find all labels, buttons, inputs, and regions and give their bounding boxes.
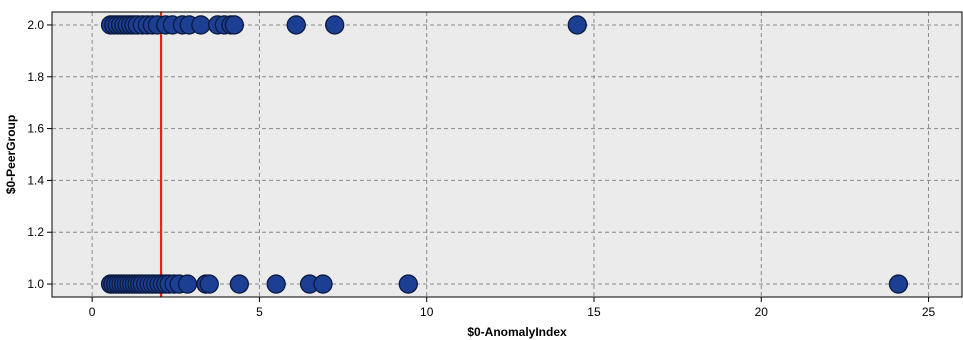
data-point — [286, 15, 306, 35]
data-point — [224, 15, 244, 35]
data-point — [199, 274, 219, 294]
data-point — [229, 274, 250, 294]
y-tick-label: 2.0 — [27, 18, 44, 32]
data-point — [177, 274, 198, 294]
data-point — [398, 274, 418, 294]
y-tick-label: 1.4 — [27, 173, 44, 187]
y-tick-label: 1.2 — [27, 225, 44, 239]
x-tick-label: 0 — [89, 305, 96, 319]
x-tick-label: 15 — [587, 305, 601, 319]
plot-area — [52, 12, 962, 297]
y-tick-label: 1.6 — [27, 122, 44, 136]
x-axis-title: $0-AnomalyIndex — [467, 325, 567, 339]
data-point — [191, 15, 211, 35]
data-point — [313, 274, 333, 294]
x-tick-label: 10 — [420, 305, 434, 319]
data-point — [888, 274, 909, 294]
gridlines — [52, 12, 962, 297]
y-tick-label: 1.0 — [27, 277, 44, 291]
x-tick-label: 5 — [256, 305, 263, 319]
y-axis-ticks: 1.0 1.2 1.4 1.6 1.8 2.0 — [27, 18, 52, 291]
y-tick-label: 1.8 — [27, 70, 44, 84]
data-point — [266, 274, 286, 294]
data-point — [325, 15, 345, 35]
y-axis-title: $0-PeerGroup — [4, 115, 18, 194]
plot-frame — [51, 11, 963, 298]
x-tick-label: 20 — [755, 305, 769, 319]
x-tick-label: 25 — [922, 305, 936, 319]
data-points — [100, 15, 909, 294]
data-point — [567, 15, 587, 35]
x-axis-ticks: 0 5 10 15 20 25 — [89, 297, 936, 319]
